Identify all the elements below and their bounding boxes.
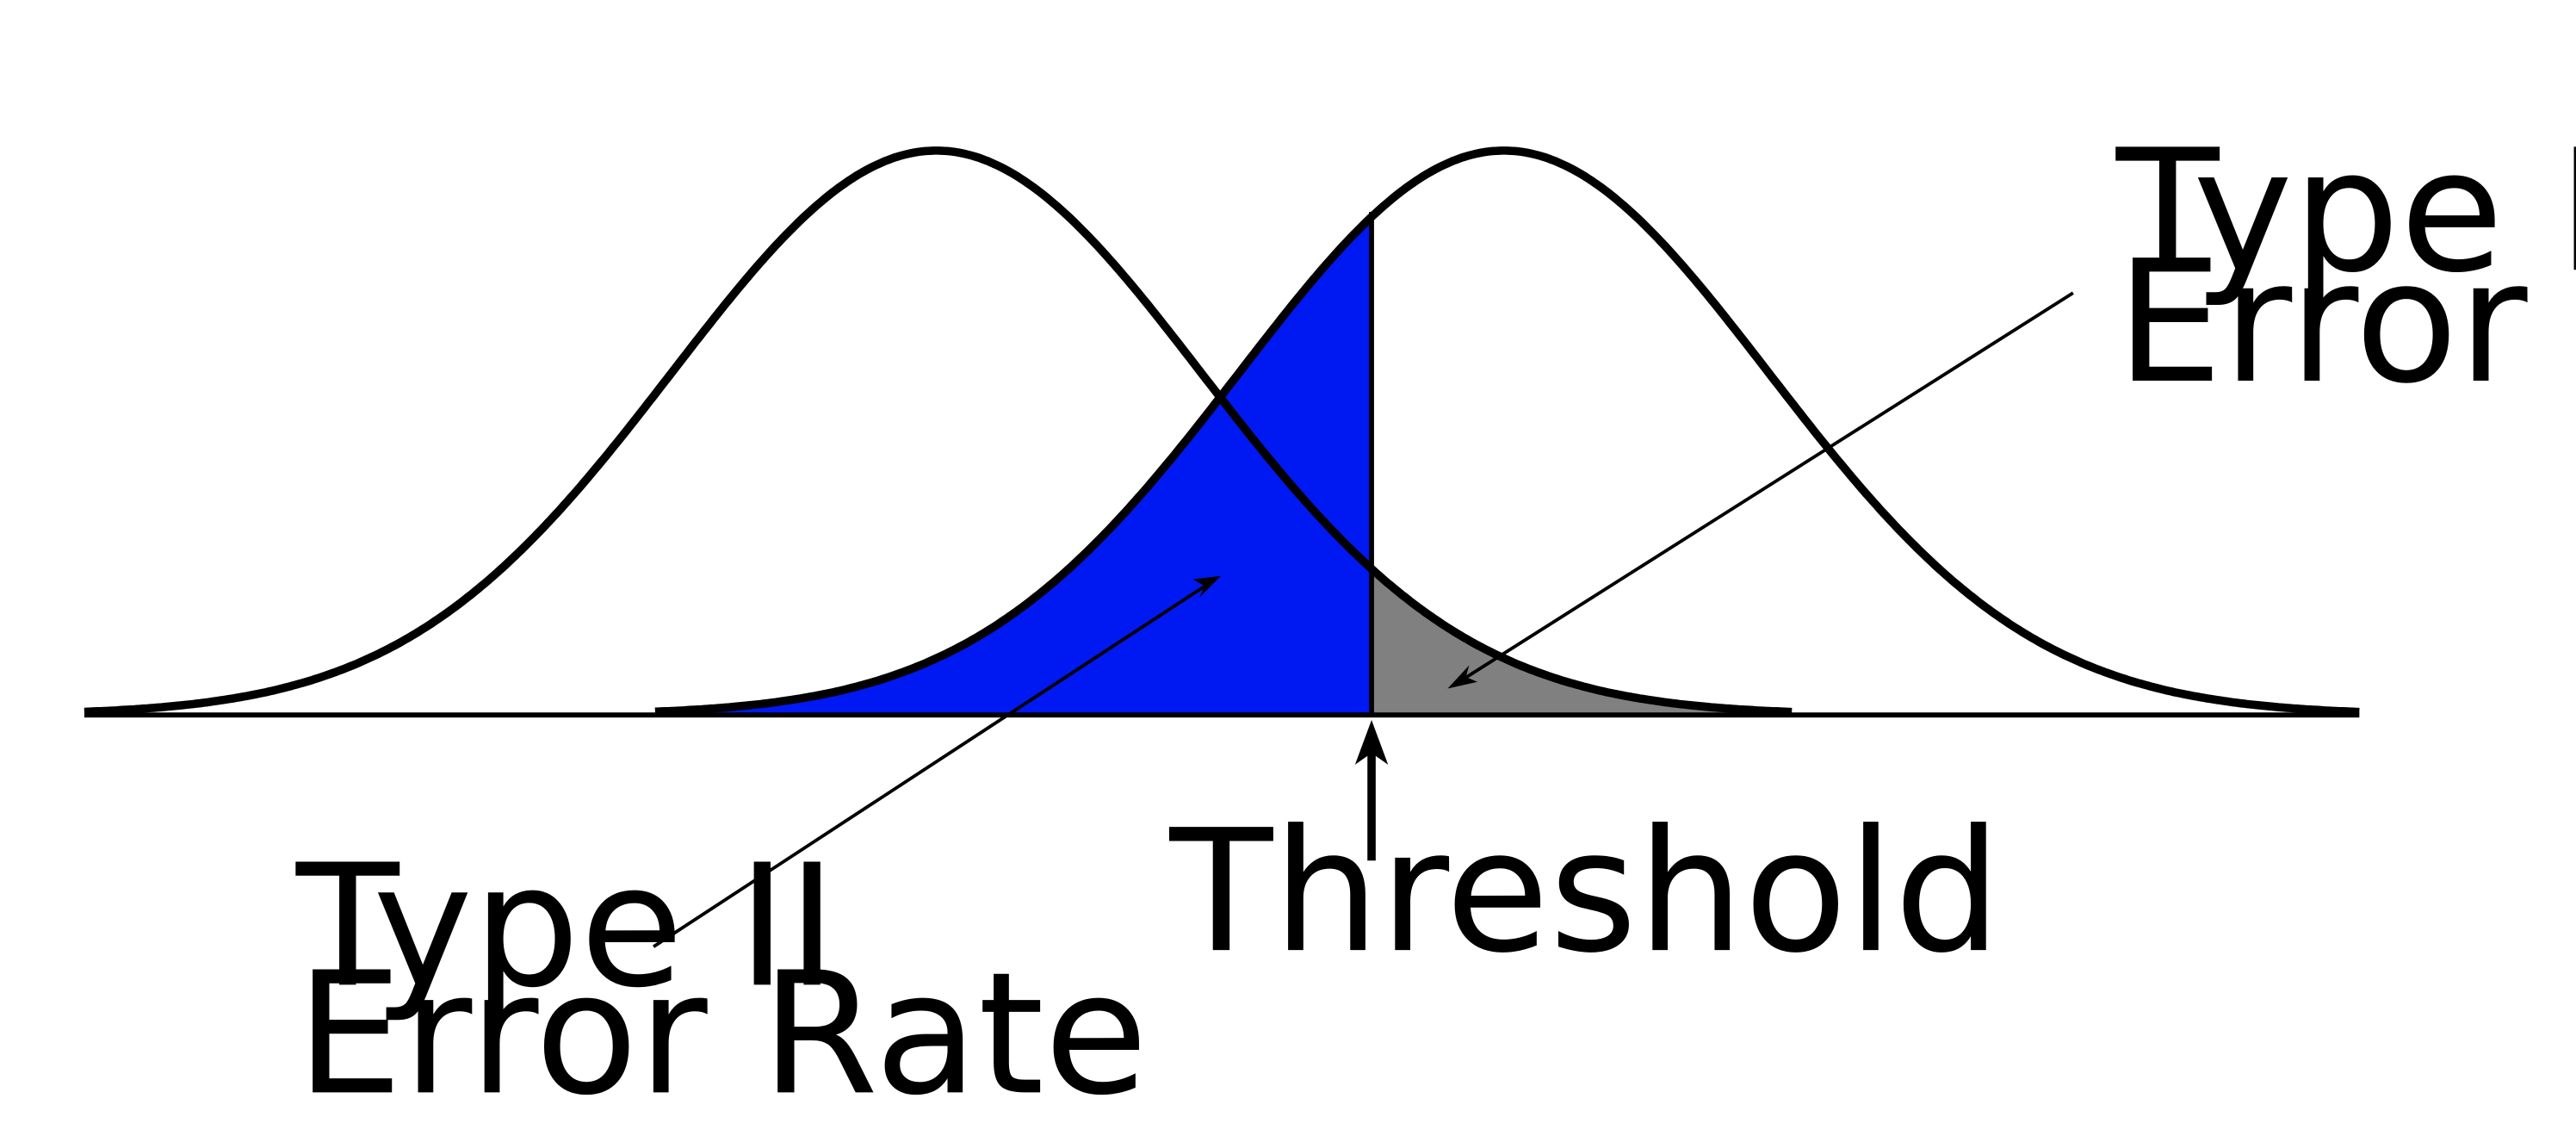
type-i-leader-line	[1463, 291, 2074, 680]
type-i-arrow-head	[1447, 665, 1478, 689]
type-ii-label-line2: Error Rate	[296, 936, 1148, 1133]
type-ii-arrow-head	[1192, 575, 1222, 598]
type-ii-label-line1: Type II	[295, 829, 837, 1025]
type-i-error-area	[1372, 568, 1793, 716]
type-ii-leader-line	[652, 582, 1209, 948]
null-distribution-curve	[84, 146, 1793, 717]
type-ii-error-area	[654, 216, 1372, 716]
threshold-label: Threshold	[1169, 794, 2002, 990]
type-i-label-line2: Error Rate	[2116, 225, 2576, 421]
alternative-distribution-curve	[654, 146, 2360, 717]
threshold-arrow-head	[1354, 719, 1389, 765]
type-i-label-line1: Type I	[2115, 114, 2576, 310]
